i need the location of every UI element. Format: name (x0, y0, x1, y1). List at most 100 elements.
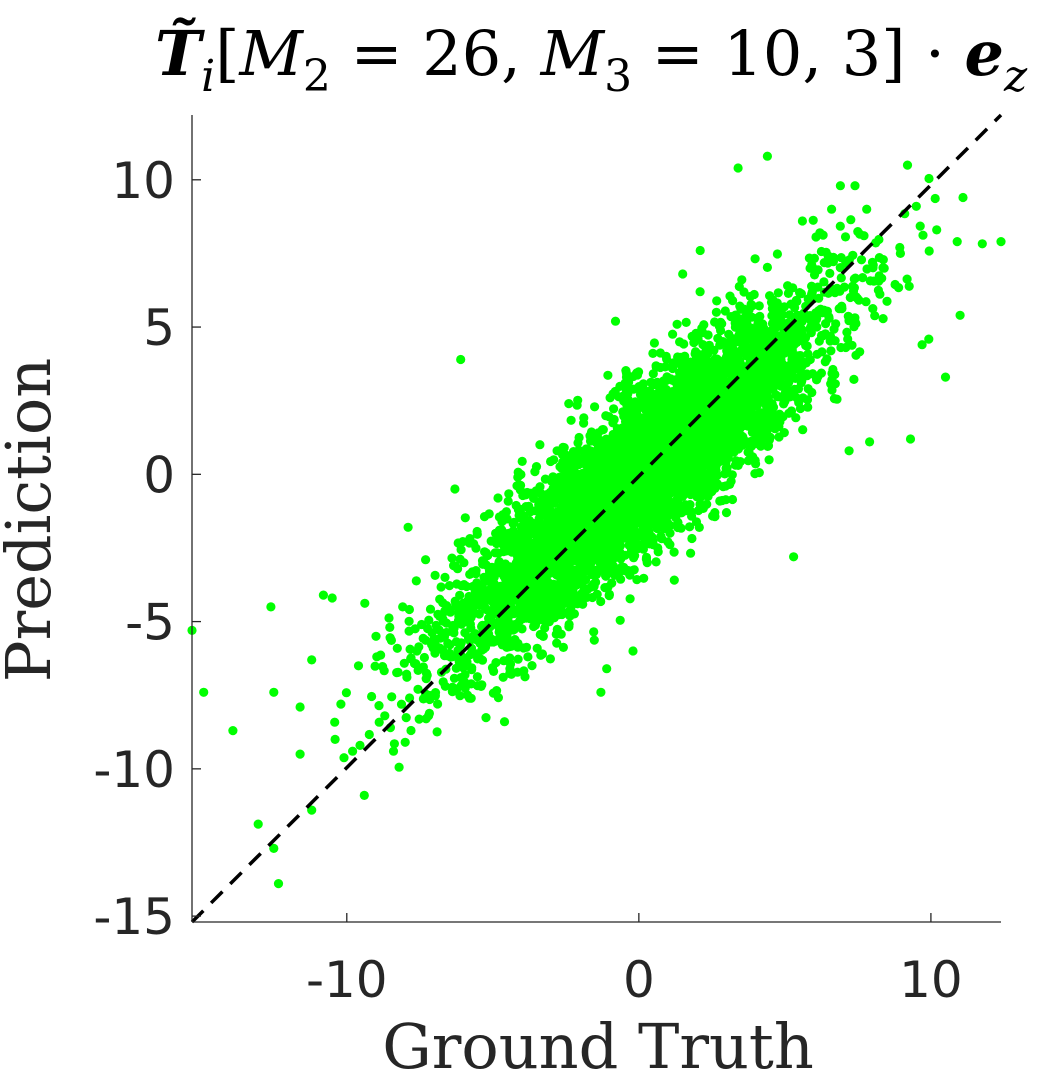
data-point (370, 661, 380, 671)
data-point (875, 289, 885, 299)
data-point (527, 661, 537, 671)
data-point (803, 402, 813, 412)
data-point (528, 526, 538, 536)
data-point (792, 296, 802, 306)
data-point (767, 368, 777, 378)
data-point (475, 654, 485, 664)
data-point (414, 714, 424, 724)
data-point (747, 301, 758, 311)
data-point (816, 246, 827, 257)
data-point (540, 474, 551, 484)
data-point (765, 356, 775, 366)
data-point (550, 512, 560, 522)
data-point (425, 604, 436, 614)
data-point (713, 434, 723, 444)
data-point (837, 304, 847, 314)
data-point (575, 563, 585, 573)
data-point (455, 691, 465, 701)
data-point (379, 666, 389, 676)
data-point (798, 425, 808, 435)
data-point (731, 321, 741, 331)
data-point (431, 620, 441, 631)
data-point (632, 368, 642, 378)
data-point (861, 297, 871, 307)
data-point (924, 173, 934, 184)
data-point (660, 362, 670, 372)
data-point (691, 347, 701, 357)
data-point (687, 533, 697, 544)
data-point (560, 594, 570, 605)
data-point (563, 607, 574, 617)
data-point (385, 622, 395, 633)
data-point (589, 569, 599, 579)
data-point (498, 532, 508, 542)
data-point (719, 429, 729, 439)
data-point (662, 518, 672, 528)
data-point (836, 253, 846, 263)
data-point (506, 669, 516, 679)
data-point (820, 357, 830, 367)
data-point (672, 319, 682, 329)
data-point (688, 372, 698, 382)
data-point (467, 665, 477, 675)
data-point (801, 358, 811, 368)
data-point (433, 699, 443, 709)
data-point (418, 662, 428, 672)
data-point (460, 670, 470, 680)
data-point (521, 537, 531, 547)
data-point (629, 384, 639, 394)
data-point (500, 571, 510, 581)
data-point (695, 499, 705, 509)
data-point (586, 433, 596, 443)
data-point (765, 422, 775, 432)
data-point (479, 642, 489, 652)
data-point (705, 385, 715, 395)
data-point (604, 589, 615, 600)
data-points (187, 151, 1006, 889)
data-point (681, 317, 691, 327)
data-point (589, 627, 599, 637)
data-point (360, 598, 370, 608)
data-point (718, 482, 728, 492)
data-point (607, 473, 617, 483)
data-point (529, 621, 539, 632)
data-point (720, 306, 730, 316)
data-point (472, 672, 482, 682)
data-point (561, 552, 571, 562)
data-point (413, 684, 423, 694)
data-point (655, 348, 666, 358)
data-point (796, 289, 807, 299)
data-point (878, 314, 888, 324)
data-point (521, 613, 532, 623)
data-point (469, 539, 479, 549)
data-point (531, 462, 542, 472)
data-point (856, 255, 867, 265)
data-point (904, 281, 914, 291)
data-point (519, 572, 530, 582)
data-point (633, 541, 643, 551)
data-point (737, 275, 747, 285)
data-point (712, 296, 722, 306)
data-point (780, 396, 790, 406)
data-point (750, 455, 760, 466)
data-point (710, 483, 720, 493)
data-point (843, 311, 853, 321)
data-point (601, 411, 611, 421)
data-point (671, 513, 681, 523)
data-point (729, 345, 739, 355)
data-point (685, 426, 695, 436)
data-point (484, 509, 494, 519)
data-point (610, 386, 620, 397)
data-point (831, 319, 841, 329)
data-point (582, 592, 592, 603)
data-point (843, 334, 853, 344)
data-point (451, 637, 461, 647)
data-point (836, 273, 846, 283)
data-point (882, 296, 892, 306)
data-point (606, 559, 617, 569)
data-point (686, 456, 696, 466)
data-point (840, 232, 851, 242)
data-point (399, 658, 409, 668)
data-point (634, 426, 644, 436)
data-point (488, 688, 498, 698)
